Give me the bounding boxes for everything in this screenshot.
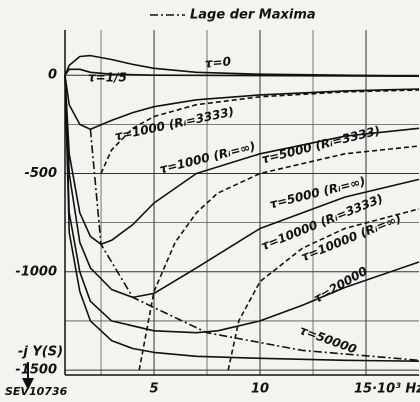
y-axis-label: -j Y(S) xyxy=(18,345,63,360)
curve xyxy=(64,75,420,246)
figure-id: SEV10736 xyxy=(5,385,68,398)
legend-label: Lage der Maxima xyxy=(190,8,316,23)
curve xyxy=(64,68,420,77)
x-tick-label: 10 xyxy=(251,382,269,397)
curve xyxy=(100,89,420,174)
curve xyxy=(64,75,420,131)
curve xyxy=(64,75,420,362)
x-tick-label: 5 xyxy=(150,382,159,397)
curve-label: τ=20000 xyxy=(311,264,370,306)
y-tick-label: -500 xyxy=(24,166,57,181)
curve xyxy=(64,75,420,334)
y-arrow-head xyxy=(22,378,34,390)
curve xyxy=(227,208,420,371)
curve-label: τ=1000 (Rᵢ=3333) xyxy=(113,104,235,143)
curve xyxy=(138,145,420,371)
curve-label: τ=1/5 xyxy=(88,71,127,85)
y-tick-label: -1500 xyxy=(15,363,57,378)
x-tick-label: 15·10³ Hz xyxy=(354,382,420,397)
y-tick-label: 0 xyxy=(48,68,57,83)
y-tick-label: -1000 xyxy=(15,264,57,279)
curve xyxy=(64,54,420,77)
curve-label: τ=50000 xyxy=(298,323,359,356)
curve-label: τ=0 xyxy=(204,54,231,70)
curve xyxy=(89,129,420,362)
